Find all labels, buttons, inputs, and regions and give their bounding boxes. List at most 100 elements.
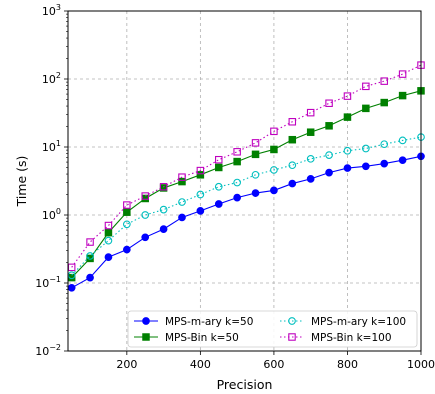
data-point	[123, 208, 131, 216]
x-tick-label: 600	[263, 358, 284, 371]
data-point	[86, 254, 94, 263]
data-point	[141, 211, 150, 219]
data-point	[122, 220, 131, 229]
x-tick-label: 800	[337, 358, 358, 371]
data-point	[306, 128, 315, 136]
data-point	[325, 99, 333, 107]
data-point	[325, 168, 333, 177]
legend-marker	[288, 333, 296, 341]
data-point	[141, 194, 149, 203]
legend-label: MPS-Bin k=100	[311, 332, 392, 344]
data-point	[270, 127, 278, 136]
y-tick-label: 10−1	[35, 275, 61, 290]
x-axis-label: Precision	[217, 377, 273, 392]
data-point	[196, 171, 205, 179]
legend-marker	[142, 317, 150, 325]
data-point	[380, 77, 388, 85]
legend-item: MPS-Bin k=50	[134, 332, 239, 344]
data-point	[398, 156, 407, 165]
data-point	[288, 118, 297, 126]
legend-item: MPS-m-ary k=100	[280, 316, 406, 328]
x-tick-label: 200	[116, 358, 137, 371]
data-point	[178, 177, 186, 186]
y-tick-base: 10	[42, 141, 56, 154]
data-point	[159, 225, 168, 233]
data-point	[288, 179, 297, 188]
data-point	[380, 98, 388, 107]
data-point	[398, 70, 407, 78]
data-point	[214, 182, 223, 191]
series-4	[67, 61, 425, 272]
data-point	[251, 189, 260, 197]
legend-item: MPS-m-ary k=50	[134, 316, 253, 328]
data-point	[361, 144, 370, 153]
data-point	[398, 91, 407, 100]
series-layer	[67, 61, 425, 292]
data-point	[306, 108, 315, 117]
data-point	[251, 170, 260, 179]
data-point	[233, 193, 241, 202]
data-point	[196, 207, 205, 215]
data-point	[325, 151, 333, 159]
data-point	[343, 113, 352, 121]
data-point	[122, 245, 131, 254]
legend-label: MPS-Bin k=50	[165, 332, 239, 344]
legend-label: MPS-m-ary k=50	[165, 316, 253, 328]
data-point	[215, 155, 223, 164]
data-point	[178, 198, 186, 206]
data-point	[306, 154, 315, 163]
data-point	[104, 253, 113, 261]
y-tick-exponent: −1	[49, 275, 61, 284]
legend: MPS-m-ary k=50 MPS-Bin k=50 MPS-m-ary k=10…	[127, 310, 418, 348]
data-point	[104, 228, 113, 237]
data-point	[270, 145, 278, 154]
y-tick-label: 101	[42, 139, 61, 154]
legend-marker	[142, 333, 150, 341]
data-point	[67, 283, 76, 292]
data-point	[86, 252, 94, 260]
x-tick-label: 1000	[407, 358, 435, 371]
data-point	[343, 146, 352, 155]
data-point	[123, 201, 131, 209]
y-tick-label: 103	[42, 3, 61, 18]
data-point	[159, 183, 168, 191]
x-tick-label: 400	[190, 358, 211, 371]
data-point	[398, 136, 407, 145]
data-point	[270, 166, 278, 174]
data-point	[86, 273, 94, 282]
y-tick-label: 100	[42, 207, 61, 222]
data-point	[343, 92, 352, 100]
data-point	[325, 122, 333, 130]
y-tick-base: 10	[35, 277, 49, 290]
y-tick-exponent: −2	[49, 343, 61, 352]
data-point	[141, 192, 149, 200]
y-tick-base: 10	[42, 5, 56, 18]
data-point	[178, 173, 186, 181]
legend-item: MPS-Bin k=100	[280, 332, 392, 344]
y-tick-exponent: 2	[56, 71, 61, 80]
data-point	[343, 164, 352, 172]
data-point	[196, 190, 205, 199]
data-point	[233, 148, 241, 156]
data-point	[215, 163, 223, 172]
series-line	[71, 64, 422, 268]
data-point	[288, 161, 297, 170]
y-tick-label: 102	[42, 71, 61, 86]
data-point	[233, 178, 241, 187]
y-tick-base: 10	[42, 73, 56, 86]
data-point	[380, 159, 389, 168]
data-point	[86, 238, 94, 246]
data-point	[361, 162, 370, 171]
data-point	[141, 233, 150, 242]
data-point	[380, 140, 389, 149]
legend-label: MPS-m-ary k=100	[311, 316, 406, 328]
data-point	[362, 82, 370, 91]
data-point	[362, 104, 370, 113]
data-point	[214, 200, 223, 208]
data-point	[288, 135, 297, 144]
data-point	[178, 213, 186, 222]
y-tick-exponent: 1	[56, 139, 61, 148]
y-tick-label: 10−2	[35, 343, 61, 358]
